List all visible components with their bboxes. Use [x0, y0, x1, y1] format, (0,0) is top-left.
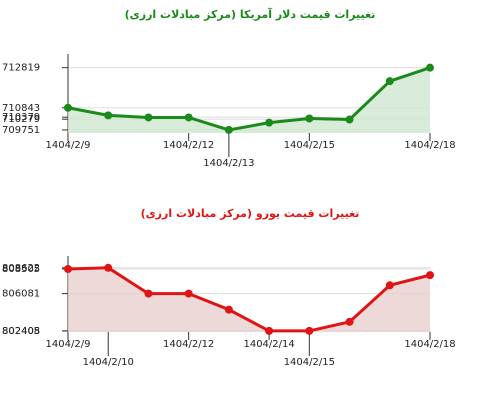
- area: [68, 67, 430, 133]
- x-tick-label: 1404/2/12: [163, 140, 214, 151]
- x-tick-label: 1404/2/18: [404, 339, 455, 350]
- point: [265, 118, 274, 127]
- chart-title: تغییرات قیمت دلار آمریکا (مرکز مبادلات ا…: [125, 7, 376, 21]
- point: [305, 326, 314, 335]
- point: [265, 326, 274, 335]
- y-tick-label: 710379: [2, 112, 40, 123]
- y-tick-label: 709751: [2, 125, 40, 136]
- point: [426, 63, 434, 72]
- y-tick-label: 802405: [2, 326, 40, 337]
- area: [68, 267, 430, 332]
- point: [104, 111, 113, 120]
- y-tick-label: 808505: [2, 264, 40, 275]
- x-tick-label: 1404/2/18: [404, 140, 455, 151]
- point: [385, 281, 394, 290]
- x-tick-label: 1404/2/15: [284, 357, 335, 368]
- point: [224, 305, 233, 314]
- point: [144, 113, 153, 122]
- y-tick-label: 802408: [2, 326, 40, 337]
- point: [184, 113, 193, 122]
- x-tick-label: 1404/2/13: [203, 158, 254, 169]
- line: [67, 266, 431, 333]
- x-tick-label: 1404/2/15: [284, 140, 335, 151]
- x-tick-label: 1404/2/12: [163, 339, 214, 350]
- y-tick-label: 710279: [2, 114, 40, 125]
- x-tick-label: 1404/2/14: [243, 339, 294, 350]
- point: [144, 289, 153, 298]
- x-tick-label: 1404/2/10: [83, 357, 134, 368]
- y-tick-label: 712819: [2, 63, 40, 74]
- y-tick-label: 808622: [2, 263, 40, 274]
- chart-title: تغییرات قیمت یورو (مرکز مبادلات ارزی): [141, 207, 360, 220]
- point: [104, 263, 113, 272]
- point: [305, 114, 314, 123]
- point: [64, 264, 72, 273]
- x-tick-label: 1404/2/9: [46, 140, 91, 151]
- line: [67, 66, 431, 132]
- point: [345, 115, 354, 124]
- point: [426, 271, 434, 280]
- x-tick-label: 1404/2/9: [46, 339, 91, 350]
- point: [345, 317, 354, 326]
- point: [64, 103, 72, 112]
- y-tick-label: 806081: [2, 289, 40, 300]
- point: [224, 125, 233, 134]
- point: [385, 77, 394, 86]
- point: [184, 289, 193, 298]
- y-tick-label: 710843: [2, 103, 40, 114]
